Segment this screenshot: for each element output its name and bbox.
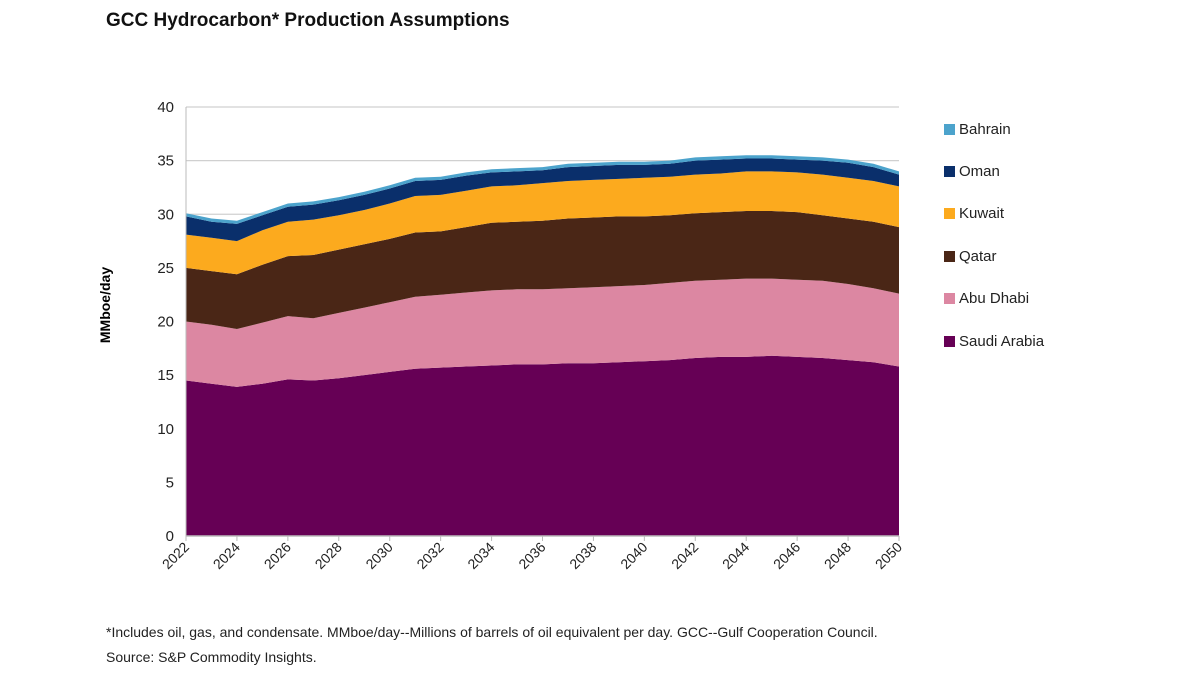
- legend-swatch-kuwait: [944, 208, 955, 220]
- footnote-definitions: *Includes oil, gas, and condensate. MMbo…: [106, 624, 878, 640]
- chart-title: GCC Hydrocarbon* Production Assumptions: [106, 10, 510, 31]
- x-tick-label: 2046: [770, 539, 803, 572]
- legend-label: Bahrain: [959, 120, 1011, 138]
- x-tick-label: 2048: [821, 539, 854, 572]
- x-tick-label: 2036: [515, 539, 548, 572]
- legend-swatch-qatar: [944, 250, 955, 262]
- legend: Bahrain Oman Kuwait Qatar Abu Dhabi Saud…: [944, 108, 1044, 362]
- y-tick-label: 20: [157, 314, 174, 331]
- x-tick-label: 2040: [617, 539, 650, 572]
- footnote: *Includes oil, gas, and condensate. MMbo…: [106, 620, 878, 670]
- y-tick-label: 5: [166, 474, 174, 491]
- x-tick-label: 2042: [668, 539, 701, 572]
- area-qatar: [186, 211, 899, 329]
- legend-label: Saudi Arabia: [959, 332, 1045, 350]
- y-tick-label: 35: [157, 153, 174, 170]
- legend-label: Oman: [959, 163, 1000, 181]
- x-tick-label: 2028: [312, 539, 345, 572]
- x-tick-label: 2024: [210, 539, 243, 572]
- x-tick-label: 2050: [872, 539, 905, 572]
- legend-swatch-oman: [944, 166, 955, 178]
- legend-label: Qatar: [959, 247, 997, 265]
- area-saudi-arabia: [186, 355, 899, 536]
- x-tick-label: 2032: [413, 539, 446, 572]
- x-tick-label: 2038: [566, 539, 599, 572]
- legend-label: Kuwait: [959, 205, 1005, 223]
- legend-swatch-abu-dhabi: [944, 293, 955, 305]
- legend-swatch-saudi-arabia: [944, 335, 955, 347]
- legend-item-bahrain: Bahrain: [944, 108, 1044, 150]
- y-tick-label: 0: [166, 528, 174, 545]
- x-tick-label: 2030: [362, 539, 395, 572]
- legend-label: Abu Dhabi: [959, 290, 1030, 308]
- x-tick-label: 2022: [159, 539, 192, 572]
- y-tick-label: 25: [157, 260, 174, 277]
- area-abu-dhabi: [186, 278, 899, 387]
- footnote-source: Source: S&P Commodity Insights.: [106, 649, 317, 665]
- legend-item-kuwait: Kuwait: [944, 193, 1044, 235]
- y-tick-label: 10: [157, 421, 174, 438]
- legend-item-abu-dhabi: Abu Dhabi: [944, 278, 1044, 320]
- area-kuwait: [186, 171, 899, 275]
- x-tick-label: 2044: [719, 539, 752, 572]
- legend-item-saudi-arabia: Saudi Arabia: [944, 320, 1044, 362]
- legend-item-oman: Oman: [944, 150, 1044, 192]
- x-tick-label: 2026: [261, 539, 294, 572]
- y-tick-label: 30: [157, 206, 174, 223]
- x-tick-label: 2034: [464, 539, 497, 572]
- area-bahrain: [186, 155, 899, 224]
- legend-item-qatar: Qatar: [944, 235, 1044, 277]
- area-oman: [186, 158, 899, 242]
- y-tick-label: 40: [157, 99, 174, 116]
- legend-swatch-bahrain: [944, 123, 955, 135]
- y-tick-label: 15: [157, 367, 174, 384]
